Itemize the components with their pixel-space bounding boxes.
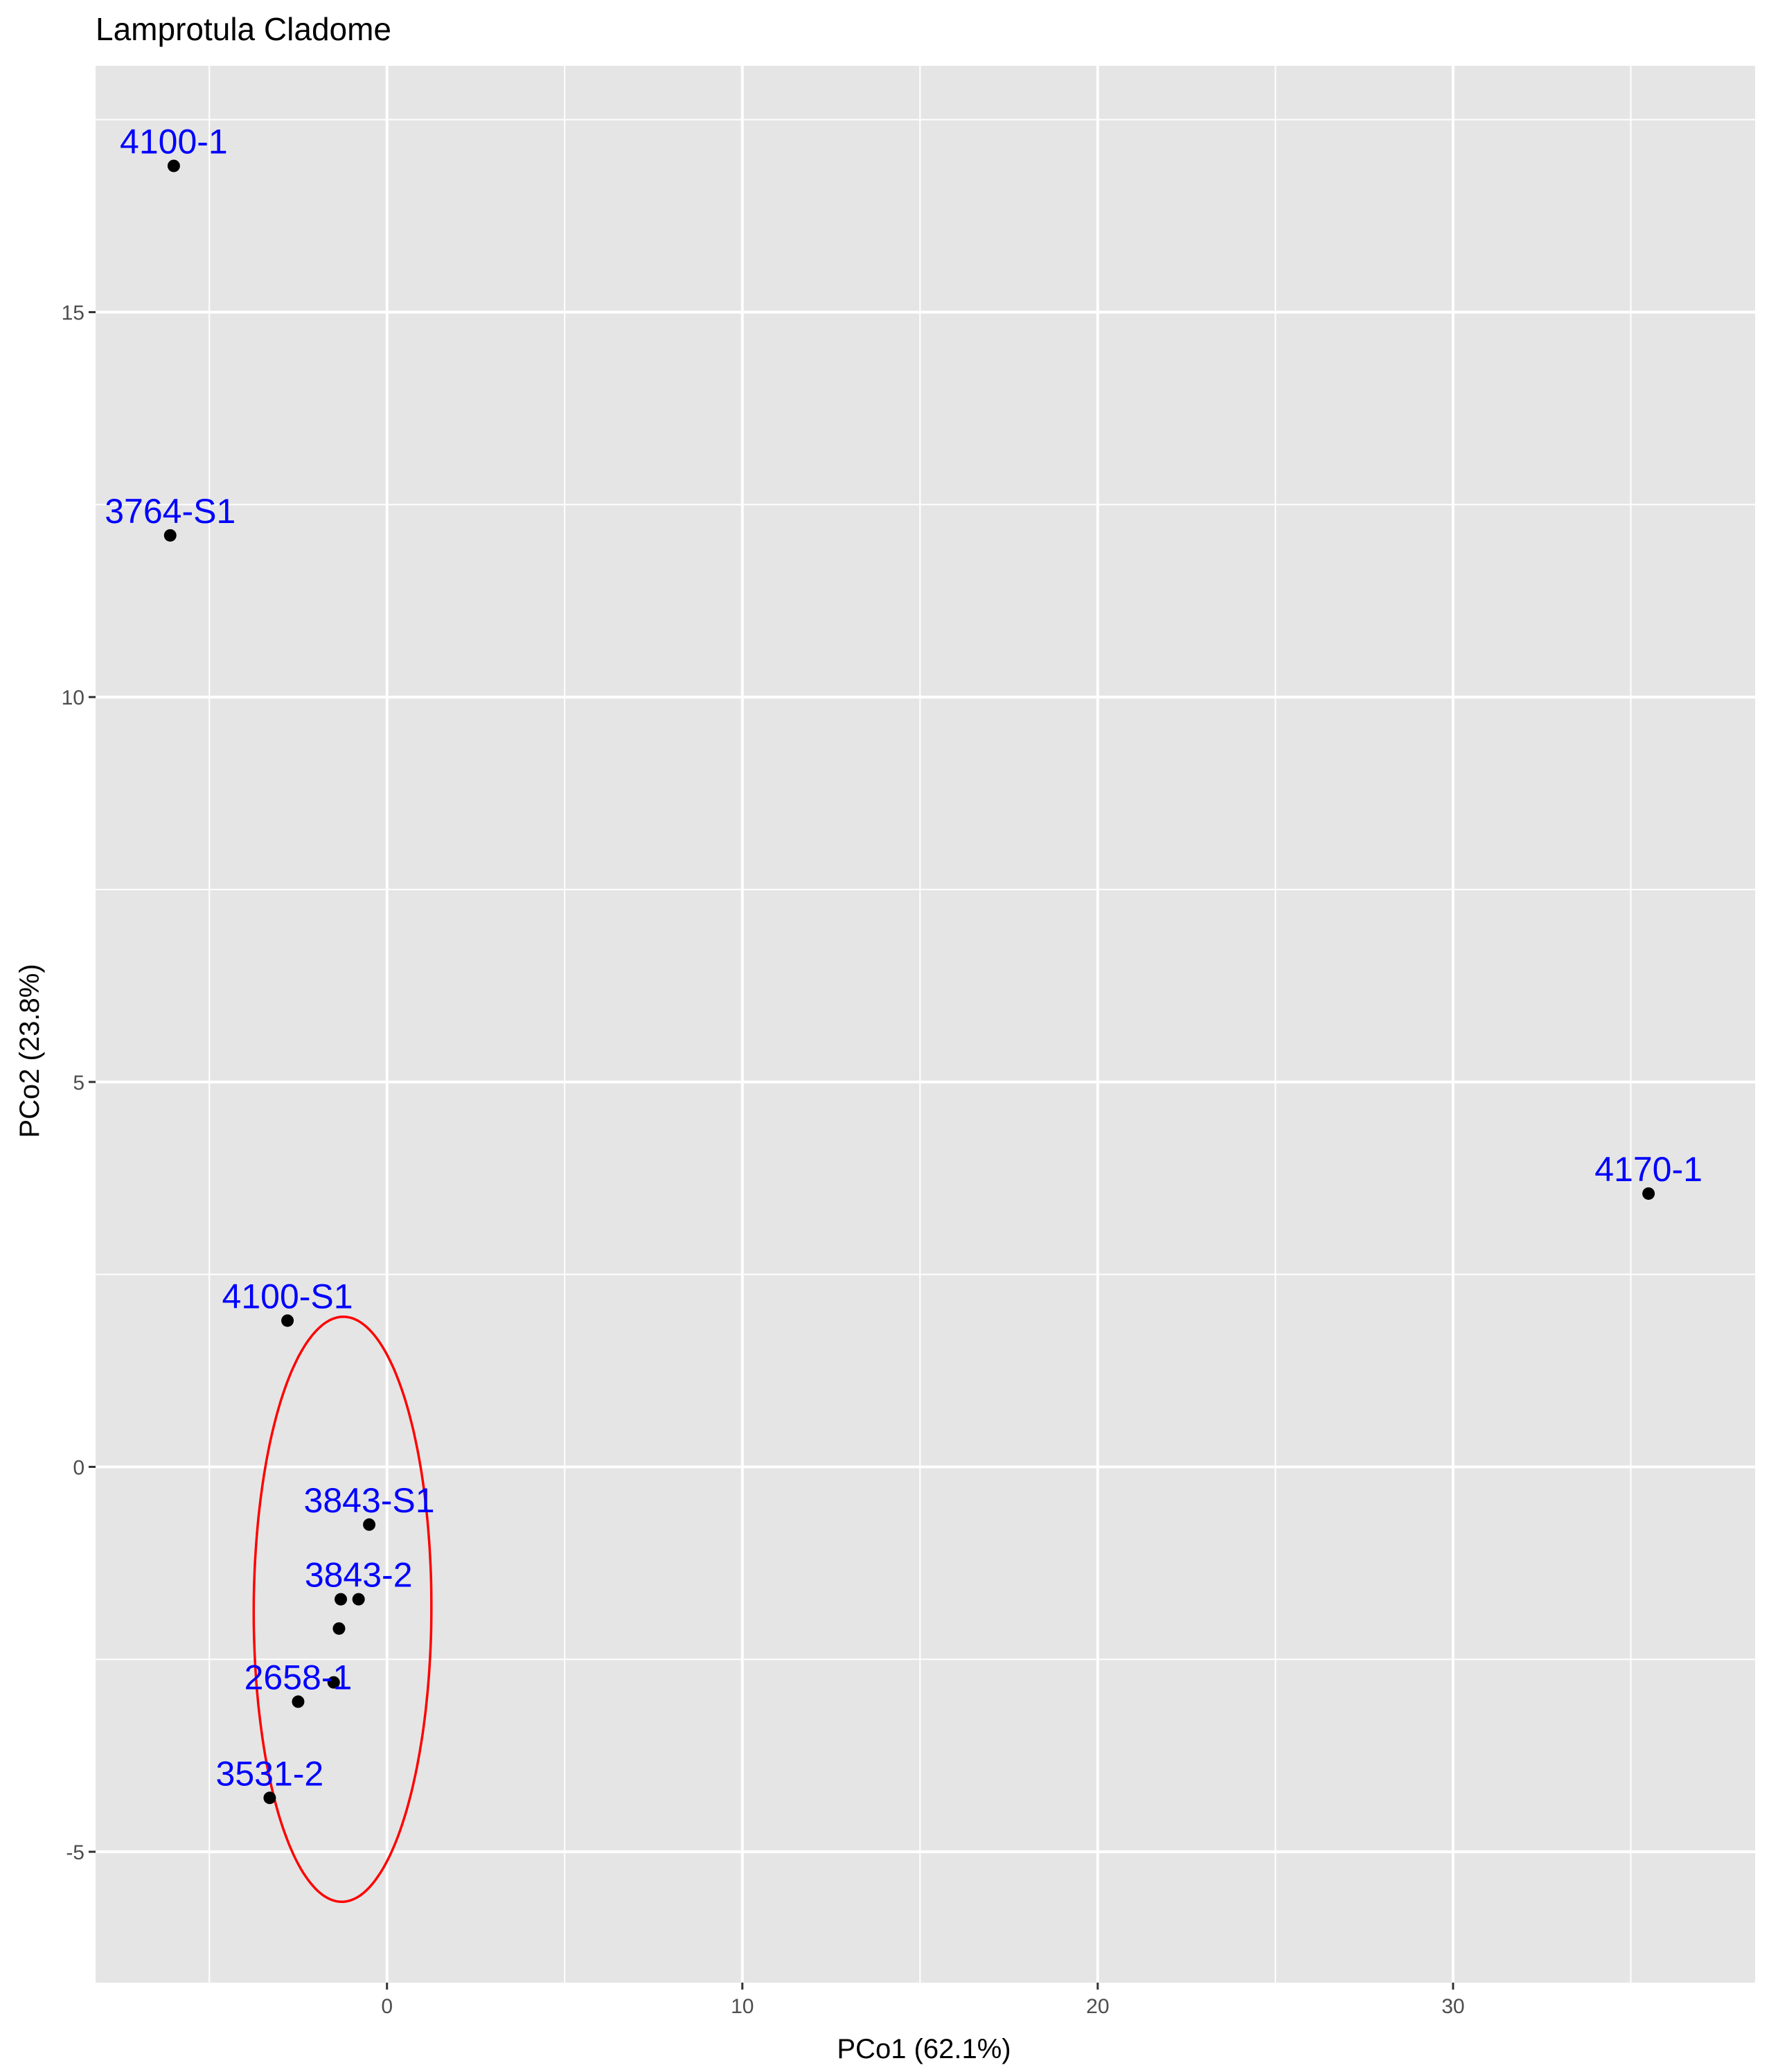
chart-title: Lamprotula Cladome — [96, 11, 391, 47]
point-label: 4100-S1 — [222, 1277, 353, 1316]
point-label: 3764-S1 — [105, 492, 235, 531]
y-tick-label: 0 — [73, 1456, 85, 1479]
y-tick-label: 5 — [73, 1072, 85, 1095]
point-label: 3531-2 — [216, 1754, 324, 1793]
point-label: 3843-2 — [305, 1556, 413, 1595]
data-point — [292, 1695, 305, 1708]
point-labels-layer: 4100-1 3764-S1 4170-1 4100-S1 3843-S1 3843-2 2… — [105, 122, 1703, 1793]
plot-panel — [96, 66, 1755, 1983]
points-layer — [163, 159, 1655, 1805]
data-point — [332, 1622, 346, 1635]
data-point — [363, 1518, 376, 1531]
major-gridlines — [96, 66, 1755, 1983]
x-tick-label: 10 — [731, 1995, 754, 2018]
confidence-ellipse — [252, 1316, 433, 1904]
y-tick-label: -5 — [66, 1841, 85, 1864]
data-point — [1642, 1187, 1655, 1200]
x-tick-label: 0 — [381, 1995, 393, 2018]
point-label: 4100-1 — [120, 122, 228, 161]
data-point — [263, 1791, 276, 1805]
y-axis-title: PCo2 (23.8%) — [15, 964, 45, 1137]
confidence-ellipse-layer — [252, 1316, 433, 1904]
y-tick-label: 15 — [62, 302, 85, 325]
point-label: 2658-1 — [245, 1658, 353, 1697]
data-point — [167, 159, 180, 172]
data-point — [327, 1676, 340, 1689]
data-point — [352, 1593, 365, 1606]
x-tick-label: 20 — [1086, 1995, 1109, 2018]
data-point — [163, 529, 177, 542]
data-point — [335, 1593, 348, 1606]
axis-ticks: 0 10 20 30 -5 0 5 10 15 — [62, 302, 1465, 2018]
x-tick-label: 30 — [1441, 1995, 1464, 2018]
minor-gridlines — [96, 66, 1755, 1983]
x-axis-title: PCo1 (62.1%) — [837, 2034, 1011, 2064]
point-label: 4170-1 — [1594, 1150, 1703, 1189]
y-tick-label: 10 — [62, 687, 85, 709]
data-point — [281, 1314, 294, 1327]
point-label: 3843-S1 — [304, 1481, 435, 1520]
